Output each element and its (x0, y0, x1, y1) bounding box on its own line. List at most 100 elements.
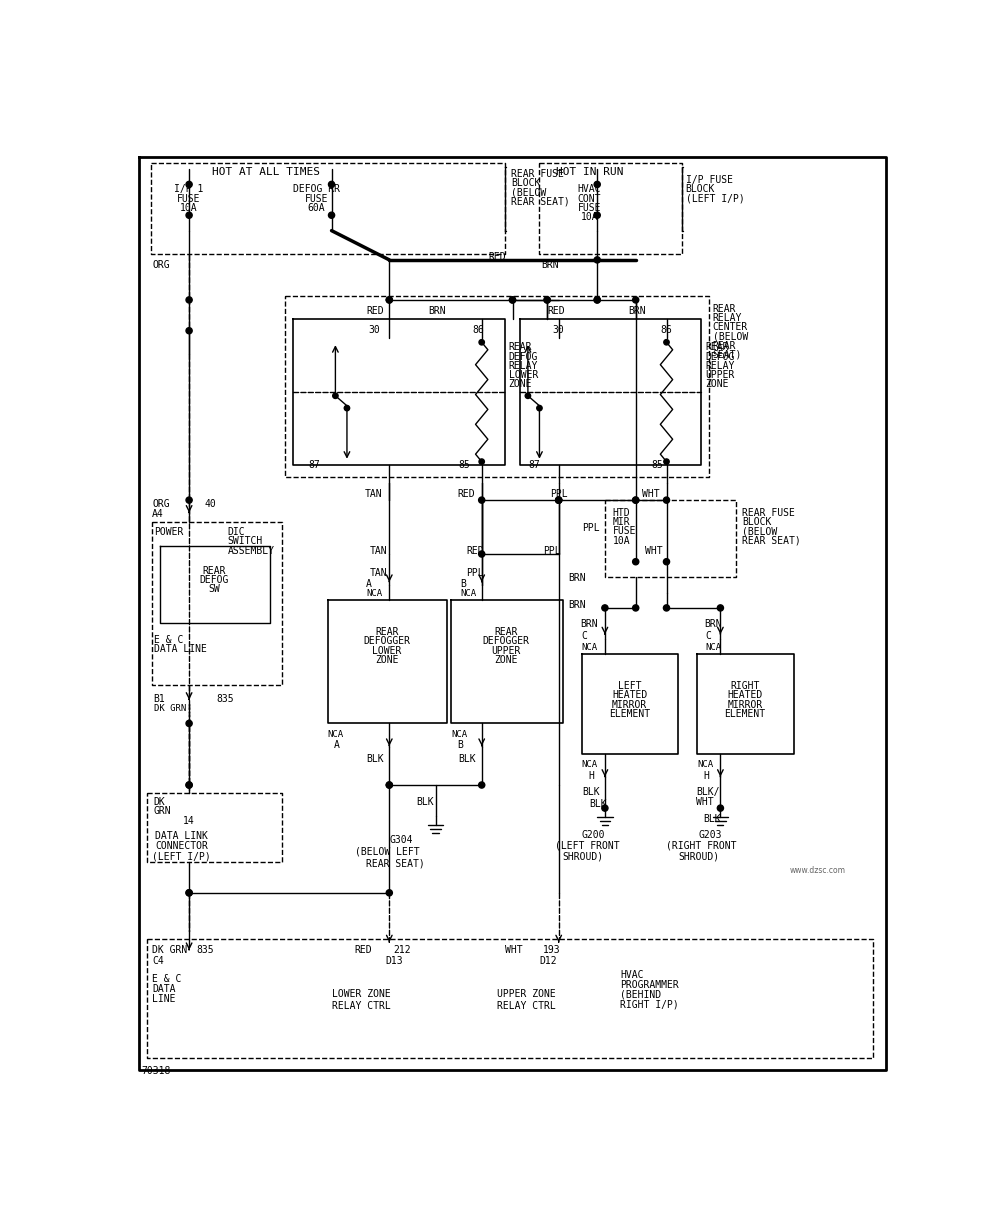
Text: CONT: CONT (578, 193, 601, 203)
Circle shape (717, 805, 723, 811)
Text: RED: RED (466, 546, 484, 557)
Circle shape (556, 497, 562, 503)
Text: MIR: MIR (613, 517, 630, 527)
Text: MIRROR: MIRROR (612, 699, 647, 710)
Text: NCA: NCA (705, 642, 721, 652)
Text: LOWER: LOWER (372, 646, 402, 655)
Text: BLOCK: BLOCK (511, 179, 540, 188)
Text: BLK: BLK (366, 754, 384, 764)
Text: NCA: NCA (366, 590, 382, 598)
Circle shape (663, 558, 670, 564)
Text: G200: G200 (582, 829, 605, 840)
Text: NCA: NCA (460, 590, 476, 598)
Text: 835: 835 (197, 945, 214, 956)
Text: SWITCH: SWITCH (228, 536, 263, 546)
Text: D13: D13 (385, 956, 403, 966)
Text: (BEHIND: (BEHIND (620, 990, 661, 1000)
Circle shape (186, 720, 192, 726)
Text: DK GRN: DK GRN (154, 704, 186, 713)
Text: TAN: TAN (370, 546, 388, 557)
Text: RIGHT: RIGHT (730, 681, 760, 691)
Text: 10A: 10A (613, 535, 630, 546)
Text: LOWER ZONE: LOWER ZONE (332, 989, 390, 1000)
Circle shape (633, 297, 639, 303)
Text: SHROUD): SHROUD) (678, 851, 719, 861)
Text: DEFOG: DEFOG (509, 351, 538, 361)
Circle shape (556, 497, 562, 503)
Text: REAR: REAR (705, 342, 728, 353)
Text: POWER: POWER (154, 527, 183, 537)
Text: 86: 86 (661, 325, 672, 334)
Circle shape (186, 782, 192, 788)
Circle shape (186, 890, 192, 896)
Text: PPL: PPL (582, 523, 599, 534)
Text: www.dzsc.com: www.dzsc.com (790, 866, 846, 874)
Text: BLK: BLK (582, 787, 599, 796)
Circle shape (602, 604, 608, 610)
Text: G203: G203 (699, 829, 722, 840)
Text: NCA: NCA (582, 642, 598, 652)
Text: RELAY: RELAY (713, 313, 742, 323)
Text: RELAY: RELAY (705, 361, 734, 371)
Text: 87: 87 (308, 460, 320, 471)
Text: RELAY CTRL: RELAY CTRL (332, 1001, 390, 1010)
Text: ZONE: ZONE (509, 379, 532, 389)
Circle shape (664, 458, 669, 465)
Text: FUSE: FUSE (578, 203, 601, 213)
Circle shape (594, 297, 600, 303)
Circle shape (594, 257, 600, 263)
Text: D12: D12 (539, 956, 557, 966)
Text: RED: RED (366, 306, 384, 316)
Text: PROGRAMMER: PROGRAMMER (620, 980, 679, 990)
Circle shape (633, 497, 639, 503)
Text: REAR: REAR (713, 304, 736, 314)
Text: DEFOG RR: DEFOG RR (293, 185, 340, 195)
Circle shape (544, 297, 550, 303)
Text: 85: 85 (651, 460, 663, 471)
Text: C: C (582, 631, 588, 641)
Text: RELAY CTRL: RELAY CTRL (497, 1001, 556, 1010)
Text: LOWER: LOWER (509, 370, 538, 379)
Circle shape (594, 181, 600, 187)
Text: HOT AT ALL TIMES: HOT AT ALL TIMES (212, 168, 320, 178)
Circle shape (344, 405, 350, 411)
Text: BLK: BLK (416, 796, 434, 806)
Text: NCA: NCA (451, 730, 467, 738)
Text: ORG: ORG (152, 260, 170, 270)
Text: BRN: BRN (568, 573, 586, 584)
Text: DEFOGGER: DEFOGGER (483, 636, 530, 647)
Text: ELEMENT: ELEMENT (609, 709, 650, 719)
Text: G304: G304 (389, 835, 413, 845)
Text: DEFOG: DEFOG (200, 575, 229, 585)
Text: GRN: GRN (154, 806, 171, 816)
Text: ASSEMBLY: ASSEMBLY (228, 546, 275, 556)
Text: (BELOW: (BELOW (742, 527, 777, 536)
Text: ELEMENT: ELEMENT (724, 709, 766, 719)
Circle shape (186, 297, 192, 303)
Text: WHT: WHT (696, 796, 713, 806)
Text: 40: 40 (205, 499, 216, 508)
Text: REAR SEAT): REAR SEAT) (742, 535, 801, 546)
Text: DK: DK (154, 796, 165, 806)
Text: HOT IN RUN: HOT IN RUN (556, 168, 623, 178)
Text: 86: 86 (472, 325, 484, 334)
Text: HEATED: HEATED (612, 691, 647, 700)
Circle shape (386, 297, 392, 303)
Text: HTD: HTD (613, 508, 630, 518)
Text: FUSE: FUSE (613, 527, 636, 536)
Circle shape (386, 297, 392, 303)
Text: DK GRN: DK GRN (152, 945, 187, 956)
Text: (BELOW: (BELOW (713, 332, 748, 342)
Text: 212: 212 (393, 945, 411, 956)
Text: REAR: REAR (495, 627, 518, 637)
Text: PPL: PPL (550, 489, 568, 499)
Text: SW: SW (209, 584, 220, 595)
Text: SHROUD): SHROUD) (563, 851, 604, 861)
Circle shape (663, 497, 670, 503)
Text: PPL: PPL (543, 546, 561, 557)
Text: RIGHT I/P): RIGHT I/P) (620, 1000, 679, 1009)
Text: HVAC: HVAC (620, 970, 644, 980)
Circle shape (556, 497, 562, 503)
Circle shape (509, 297, 516, 303)
Text: BLOCK: BLOCK (686, 185, 715, 195)
